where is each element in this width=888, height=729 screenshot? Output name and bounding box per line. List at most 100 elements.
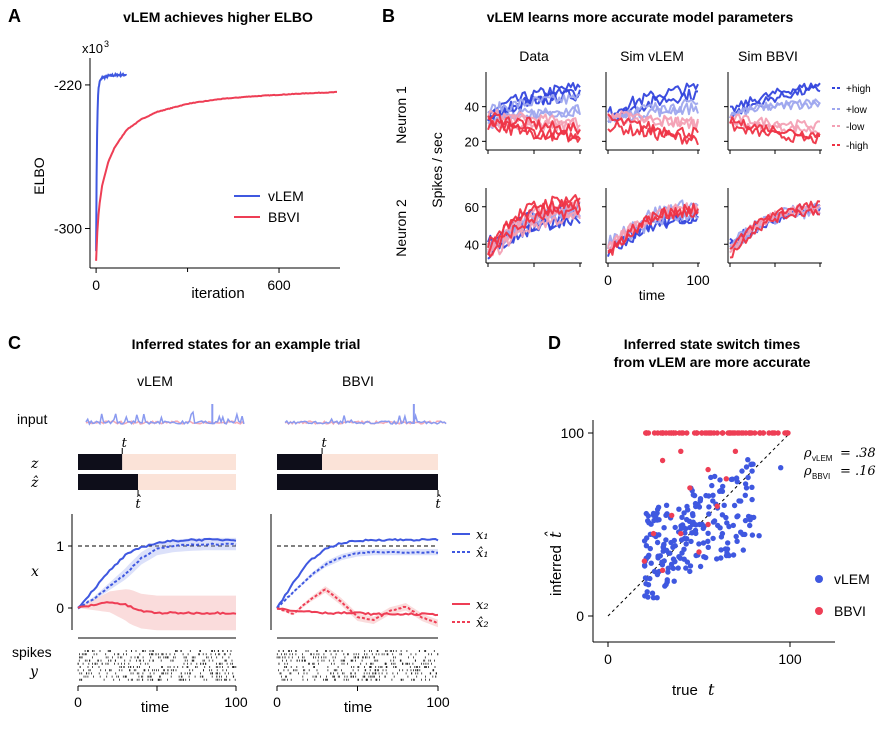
subplot-xtick-label: 100 — [686, 272, 710, 288]
vlem-point — [672, 524, 678, 531]
vlem-point — [643, 575, 650, 582]
vlem-point — [642, 563, 648, 569]
panel-d-ylabel-sym: t̂ — [545, 531, 565, 538]
vlem-point — [701, 523, 707, 530]
bbvi-point — [659, 430, 666, 436]
rate-trace--high — [607, 202, 699, 254]
x2-true-line — [77, 601, 237, 616]
vlem-point — [693, 530, 699, 537]
row-y-label: y — [29, 664, 39, 680]
row-input-label: input — [17, 411, 47, 427]
bbvi-point — [693, 430, 700, 436]
vlem-point — [678, 523, 684, 529]
rate-trace--high — [487, 117, 581, 143]
vlem-point — [654, 506, 661, 513]
vlem-point — [747, 522, 753, 529]
bbvi-point — [711, 430, 717, 436]
vlem-point — [718, 547, 724, 553]
vlem-point — [717, 488, 723, 494]
vlem-point — [778, 465, 784, 471]
panel-a: A vLEM achieves higher ELBO x10 3 ELBO i… — [8, 6, 340, 302]
panel-d-xtick-label: 100 — [778, 651, 802, 667]
vlem-point — [679, 514, 685, 520]
vlem-point — [644, 589, 650, 595]
bbvi-point — [783, 430, 789, 436]
vlem-point — [657, 553, 663, 559]
vlem-point — [749, 468, 755, 474]
vlem-point — [720, 483, 726, 490]
bbvi-point — [705, 521, 711, 528]
panel-c-title: Inferred states for an example trial — [132, 336, 361, 352]
vlem-point — [715, 522, 721, 529]
legend-x1hat-label: x̂₁ — [476, 546, 489, 561]
vlem-point — [682, 530, 688, 536]
vlem-point — [706, 511, 712, 517]
vlem-point — [742, 517, 749, 524]
rate-trace--high — [729, 200, 821, 250]
row-x-label: x — [31, 564, 39, 580]
vlem-point — [687, 563, 694, 569]
bbvi-point — [775, 430, 781, 436]
panel-d-xlabel-text: true — [672, 682, 698, 699]
bbvi-point — [669, 512, 675, 519]
panel-b: B vLEM learns more accurate model parame… — [382, 6, 871, 303]
vlem-point — [742, 481, 749, 487]
vlem-point — [747, 517, 753, 523]
vlem-point — [730, 522, 736, 529]
legend-x1-label: x₁ — [476, 528, 489, 543]
vlem-point — [690, 512, 696, 519]
zhat-state-bar-on — [277, 474, 438, 490]
vlem-point — [731, 502, 738, 509]
legend-low-pos-label: +low — [846, 105, 868, 116]
vlem-point — [706, 504, 712, 510]
rate-trace-+low — [487, 93, 581, 116]
vlem-point — [701, 554, 707, 560]
panel-b-title: vLEM learns more accurate model paramete… — [487, 9, 794, 25]
bbvi-point — [752, 430, 758, 436]
vlem-point — [712, 473, 718, 480]
panel-b-legend: +high +low -low -high — [832, 84, 871, 152]
vlem-point — [670, 556, 677, 562]
rate-trace--high — [487, 206, 581, 258]
vlem-point — [696, 541, 702, 547]
subplot-neuron1-sim-bbvi — [724, 72, 822, 154]
vlem-point — [686, 518, 693, 524]
bbvi-point — [740, 430, 746, 436]
vlem-point — [668, 539, 674, 546]
vlem-point — [645, 513, 651, 519]
vlem-point — [734, 538, 740, 544]
vlem-point — [723, 514, 729, 521]
vlem-point — [705, 544, 711, 550]
bbvi-point — [747, 430, 753, 436]
rate-trace-+high — [607, 82, 699, 118]
vlem-point — [697, 496, 704, 502]
panel-a-multiplier: x10 3 — [82, 39, 109, 56]
bbvi-point — [696, 549, 702, 555]
panel-c-letter: C — [8, 333, 21, 353]
panel-c-legend: x₁ x̂₁ x₂ x̂₂ — [452, 528, 489, 631]
vlem-point — [663, 502, 670, 508]
panel-a-xtick-label: 600 — [267, 277, 291, 293]
vlem-point — [735, 513, 741, 519]
vlem-point — [644, 535, 650, 541]
vlem-point — [723, 552, 730, 559]
vlem-point — [730, 552, 737, 558]
row-z-label: z — [30, 456, 39, 472]
x1-uncertainty-band — [277, 549, 438, 608]
vlem-point — [645, 518, 651, 524]
panel-d-points — [641, 430, 791, 601]
panel-a-letter: A — [8, 6, 21, 26]
panel-d-xlabel-sym: t — [708, 680, 715, 699]
panel-d-ytick-label: 0 — [576, 608, 584, 624]
vlem-point — [749, 496, 755, 503]
vlem-point — [654, 517, 660, 523]
vlem-point — [663, 512, 669, 518]
x2-uncertainty-band — [277, 586, 438, 628]
panel-a-xlabel: iteration — [191, 285, 244, 302]
vlem-point — [648, 560, 654, 566]
panel-c-subplots: t t̂ 0 1 0 100 t t̂ 0 100 — [56, 404, 450, 710]
z-state-bar-on — [78, 454, 123, 470]
vlem-point — [750, 461, 756, 467]
vlem-point — [706, 493, 712, 499]
panel-d-xlabel: true t — [672, 680, 715, 699]
